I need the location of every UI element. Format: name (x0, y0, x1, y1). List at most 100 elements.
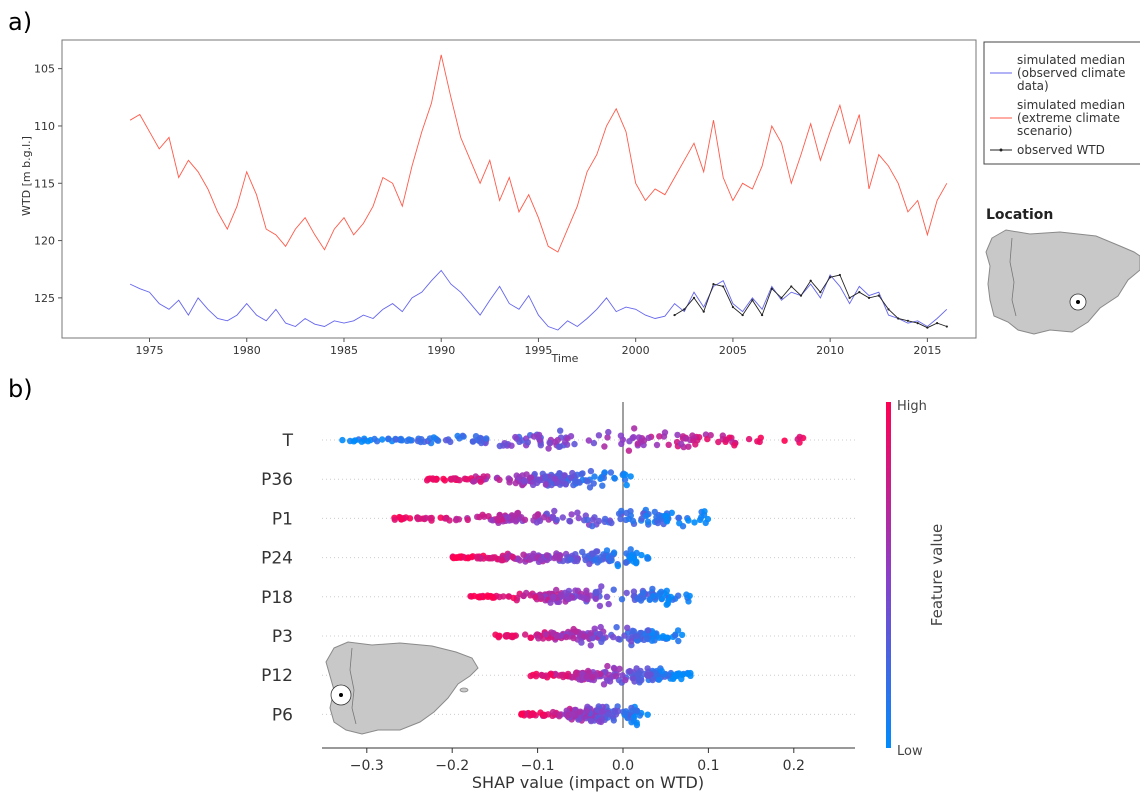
portugal-border-b (349, 647, 357, 725)
shap-point (567, 556, 574, 563)
shap-point (622, 708, 630, 715)
shap-point (644, 711, 651, 718)
shap-point (635, 677, 643, 684)
shap-point (674, 627, 682, 634)
shap-point (569, 711, 576, 718)
legend-box (983, 41, 1140, 165)
shap-point (596, 602, 604, 610)
x-tick-label: −0.3 (350, 758, 384, 774)
shap-point (682, 435, 689, 442)
shap-point (608, 519, 615, 527)
shap-point (571, 440, 578, 448)
shap-point (640, 589, 647, 596)
shap-point (477, 434, 484, 442)
shap-point (457, 553, 464, 561)
shap-point (633, 707, 641, 714)
shap-point (527, 634, 535, 641)
shap-point (631, 425, 638, 432)
location-dot-b (339, 693, 343, 697)
shap-point (533, 479, 541, 487)
shap-point (601, 515, 609, 523)
legend-label-1: (observed climate (1017, 66, 1126, 80)
x-tick-label: 2010 (816, 344, 844, 357)
shap-point (689, 432, 696, 439)
observed-point (702, 310, 705, 313)
observed-point (887, 308, 890, 311)
series-line-2 (129, 269, 948, 331)
series-line-1 (129, 54, 948, 253)
shap-point (618, 507, 625, 515)
shap-point (456, 477, 463, 484)
shap-point (542, 631, 549, 638)
shap-point (535, 431, 543, 439)
feature-label: P3 (272, 627, 293, 647)
observed-point (916, 322, 919, 325)
shap-point (597, 475, 604, 483)
shap-point (385, 435, 392, 443)
shap-point (589, 522, 596, 530)
shap-point (678, 440, 685, 448)
shap-point (551, 475, 559, 483)
legend-label-3: observed WTD (1017, 143, 1105, 157)
shap-point (643, 635, 651, 642)
x-tick-label: 2000 (622, 344, 650, 357)
shap-point (663, 518, 671, 525)
location-inset: Location (985, 207, 1140, 335)
shap-point (630, 434, 637, 441)
shap-point (610, 586, 617, 593)
shap-point (462, 475, 469, 483)
shap-point (590, 439, 598, 447)
shap-point (675, 592, 682, 599)
shap-point (540, 514, 548, 521)
shap-point (558, 671, 565, 679)
shap-point (633, 549, 640, 557)
shap-point (578, 471, 585, 478)
observed-point (712, 283, 715, 286)
shap-point (608, 555, 615, 562)
shap-point (599, 708, 606, 715)
shap-point (464, 516, 471, 524)
shap-point (668, 509, 675, 516)
x-tick-label: 2005 (719, 344, 747, 357)
observed-point (936, 322, 939, 325)
shap-point (622, 471, 629, 478)
shap-point (605, 600, 612, 608)
shap-point (537, 442, 544, 449)
shap-point (524, 439, 531, 446)
island-b (459, 687, 469, 693)
shap-point (392, 436, 400, 443)
shap-point (522, 631, 529, 638)
portugal-border-a (1009, 237, 1017, 317)
panel-a-series (129, 54, 948, 331)
panel-b-label: b) (8, 375, 33, 403)
shap-point (653, 513, 660, 521)
shap-point (379, 436, 386, 443)
shap-point (596, 718, 603, 725)
shap-point (541, 474, 548, 482)
shap-point (510, 594, 517, 602)
shap-point (671, 632, 679, 639)
shap-point (656, 433, 663, 440)
shap-point (391, 516, 398, 523)
shap-point (622, 676, 629, 684)
shap-point (566, 518, 574, 525)
shap-point (624, 624, 631, 631)
shap-point (653, 670, 660, 678)
shap-point (456, 435, 463, 442)
shap-point (450, 554, 457, 561)
shap-point (475, 593, 483, 601)
shap-point (518, 711, 526, 718)
shap-point (573, 557, 581, 565)
shap-point (616, 665, 623, 672)
shap-point (563, 633, 570, 641)
shap-point (557, 552, 564, 559)
shap-point (478, 439, 485, 447)
colorbar-title: Feature value (928, 524, 946, 626)
shap-point (470, 478, 477, 485)
shap-point (707, 432, 714, 439)
shap-point (675, 637, 682, 645)
shap-point (520, 592, 527, 600)
shap-point (521, 477, 528, 484)
shap-point (417, 438, 424, 446)
shap-point (678, 631, 686, 639)
